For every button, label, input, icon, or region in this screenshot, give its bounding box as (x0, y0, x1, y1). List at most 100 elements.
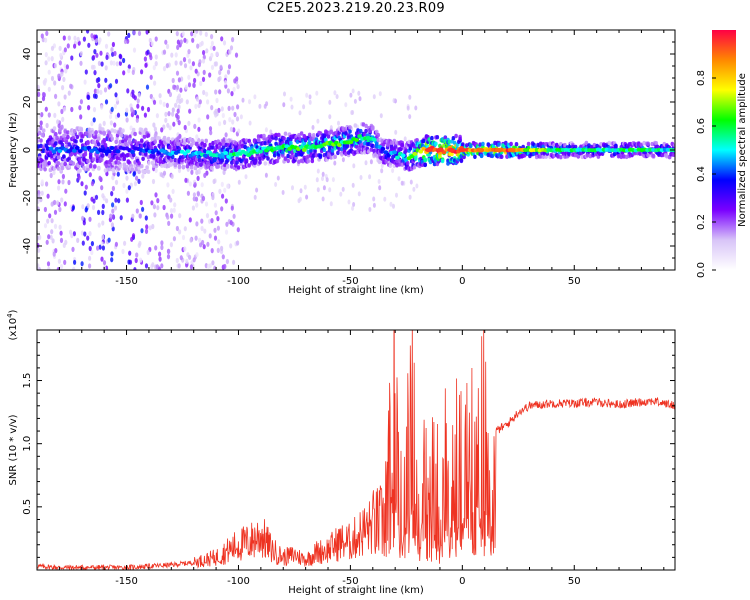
spectrogram-noise-cell (379, 113, 383, 119)
spectrogram-noise-cell (276, 175, 280, 181)
spectrogram-noise-cell (56, 200, 60, 206)
spectrogram-cell (646, 141, 650, 146)
spectrogram-cell (314, 153, 319, 158)
spectrogram-cell (118, 164, 123, 169)
spectrogram-cell (447, 139, 452, 145)
spectrogram-cell (235, 160, 239, 165)
spectrogram-noise-cell (166, 254, 171, 260)
spectrogram-ridge-cell (395, 155, 400, 160)
spectrogram-cell (172, 145, 176, 150)
spectrogram-noise-cell (383, 196, 387, 202)
spectrogram-cell (294, 152, 299, 158)
spectrogram-noise-cell (169, 197, 173, 203)
spectrogram-cell (54, 132, 58, 137)
spectrogram-noise-cell (194, 235, 198, 241)
spectrogram-cell (275, 158, 280, 164)
spectrogram-cell (189, 142, 194, 148)
spectrogram-noise-cell (150, 200, 154, 206)
spectrogram-noise-cell (341, 157, 345, 163)
spectrogram-noise-cell (67, 179, 71, 186)
spectrogram-ridge-cell (202, 153, 208, 158)
spectrogram-y-label: Frequency (Hz) (8, 112, 19, 188)
spectrogram-cell (93, 164, 97, 169)
spectrogram-noise-cell (253, 194, 257, 200)
spectrogram-noise-cell (213, 61, 217, 67)
spectrogram-noise-cell (188, 108, 192, 114)
spectrogram-noise-cell (168, 125, 172, 131)
spectrogram-cell (101, 144, 105, 149)
spectrogram-noise-cell (137, 30, 142, 36)
spectrogram-noise-cell (135, 117, 139, 123)
spectrogram-noise-cell (197, 117, 201, 123)
spectrogram-noise-cell (328, 187, 332, 193)
spectrogram-cell (86, 159, 90, 164)
spectrogram-noise-cell (351, 88, 355, 94)
spectrogram-noise-cell (47, 112, 51, 118)
spectrogram-cell (651, 153, 656, 159)
spectrogram-cell (311, 133, 316, 138)
spectrogram-noise-cell (164, 111, 168, 117)
spectrogram-noise-cell (192, 257, 196, 263)
spectrogram-noise-cell (171, 107, 175, 113)
spectrogram-cell (70, 151, 74, 157)
spectrogram-cell (130, 131, 135, 136)
chart-title: C2E5.2023.219.20.23.R09 (267, 1, 445, 16)
spectrogram-noise-cell (37, 193, 41, 199)
spectrogram-noise-cell (217, 107, 221, 113)
spectrogram-cell (221, 141, 226, 146)
spectrogram-cell (213, 157, 218, 162)
spectrogram-noise-cell (63, 259, 67, 265)
spectrogram-noise-cell (377, 179, 381, 184)
spectrogram-cell (75, 134, 80, 140)
spectrogram-noise-cell (105, 54, 109, 61)
spectrogram-noise-cell (172, 207, 176, 213)
spectrogram-noise-cell (94, 194, 99, 200)
spectrogram-noise-cell (255, 187, 259, 193)
spectrogram-noise-cell (99, 50, 103, 56)
spectrogram-noise-cell (232, 86, 236, 92)
spectrogram-noise-cell (83, 190, 87, 196)
spectrogram-noise-cell (180, 97, 184, 103)
spectrogram-noise-cell (191, 205, 195, 211)
spectrogram-cell (66, 134, 70, 140)
spectrogram-ridge-cell (392, 150, 397, 155)
spectrogram-cell (333, 154, 338, 159)
spectrogram-noise-cell (100, 104, 104, 110)
spectrogram-noise-cell (179, 39, 183, 45)
spectrogram-y-tick-label: -40 (22, 238, 33, 254)
spectrogram-noise-cell (162, 170, 167, 176)
spectrogram-noise-cell (406, 105, 410, 111)
spectrogram-noise-cell (176, 114, 180, 120)
spectrogram-cell (286, 158, 291, 164)
spectrogram-cell (168, 145, 172, 150)
spectrogram-noise-cell (308, 99, 312, 105)
spectrogram-noise-cell (233, 111, 237, 118)
spectrogram-noise-cell (127, 185, 131, 191)
spectrogram-noise-cell (53, 112, 57, 118)
spectrogram-noise-cell (224, 198, 228, 204)
spectrogram-cell (177, 164, 182, 170)
spectrogram-cell (266, 156, 270, 161)
spectrogram-cell (297, 133, 301, 138)
spectrogram-noise-cell (158, 93, 162, 99)
spectrogram-cell (283, 156, 288, 161)
snr-y-scale-note: (x104) (6, 309, 19, 340)
spectrogram-noise-cell (265, 101, 269, 107)
spectrogram-cell (107, 130, 112, 135)
spectrogram-cell (372, 148, 376, 154)
spectrogram-cell (438, 154, 442, 159)
spectrogram-noise-cell (155, 264, 159, 270)
spectrogram-cell (281, 150, 285, 155)
spectrogram-noise-cell (154, 245, 158, 251)
spectrogram-cell (580, 154, 585, 160)
spectrogram-cell (118, 139, 123, 145)
spectrogram-noise-cell (352, 163, 356, 169)
spectrogram-cell (384, 159, 389, 164)
spectrogram-cell (256, 138, 261, 143)
spectrogram-noise-cell (187, 58, 192, 64)
spectrogram-cell (442, 143, 446, 148)
spectrogram-cell (340, 152, 344, 157)
spectrogram-cell (497, 142, 501, 147)
spectrogram-cell (152, 153, 156, 159)
spectrogram-noise-cell (188, 217, 192, 223)
